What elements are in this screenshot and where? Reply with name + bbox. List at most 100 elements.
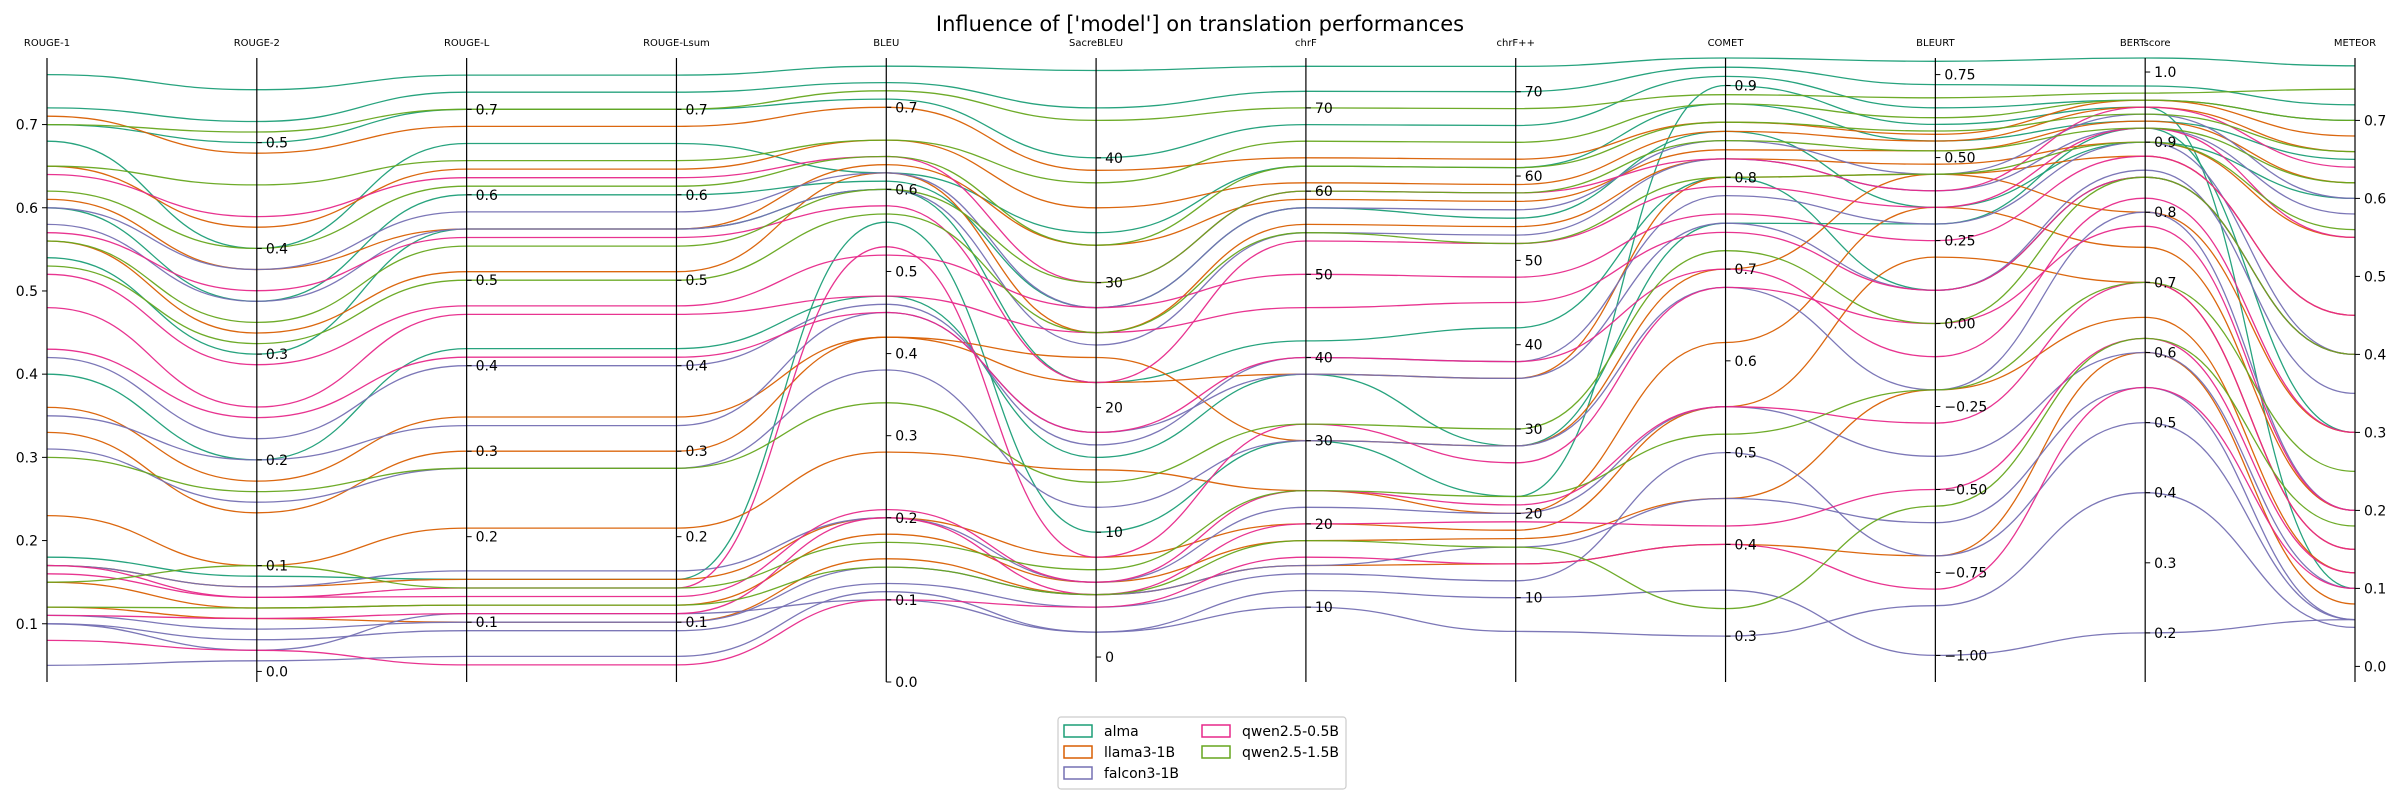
tick-label: 0.3 — [16, 450, 38, 466]
series-line-llama3-1b-4 — [46, 141, 2356, 334]
legend-swatch-falcon3-1b — [1063, 766, 1093, 780]
series-line-qwen2-5-1-5b-2 — [46, 99, 2356, 186]
series-line-llama3-1b-6 — [46, 173, 2356, 514]
tick-label: 0.3 — [1735, 629, 1757, 645]
tick-label: 0.0 — [895, 675, 917, 691]
tick-label: 0.3 — [476, 444, 498, 460]
legend-label-alma: alma — [1104, 724, 1139, 740]
tick-label: 10 — [1105, 525, 1123, 541]
tick-label: 0.5 — [685, 273, 707, 289]
tick-label: 0.6 — [2364, 191, 2386, 207]
tick-label: 0.0 — [2364, 659, 2386, 675]
chart-title: Influence of ['model'] on translation pe… — [936, 12, 1464, 36]
axis-label-bertscore: BERTscore — [2120, 38, 2171, 49]
tick-label: 0.3 — [895, 429, 917, 445]
tick-label: 0.7 — [1735, 262, 1757, 278]
tick-label: 0.4 — [476, 359, 498, 375]
series-line-qwen2-5-0-5b-2 — [46, 127, 2356, 384]
series-line-qwen2-5-1-5b-6 — [46, 176, 2356, 493]
tick-label: 0.1 — [16, 617, 38, 633]
axis-chrf: chrF 10 20 30 40 50 60 70 — [1295, 38, 1333, 682]
series-line-qwen2-5-0-5b-8 — [46, 337, 2356, 620]
tick-label: −0.25 — [1944, 400, 1987, 416]
series-line-llama3-1b-7 — [46, 206, 2356, 567]
tick-label: 0.7 — [476, 102, 498, 118]
series-line-qwen2-5-1-5b-5 — [46, 141, 2356, 345]
axis-label-comet: COMET — [1708, 38, 1745, 49]
legend: alma llama3-1B falcon3-1B qwen2.5-0.5B qwen2… — [1057, 716, 1347, 790]
series-line-llama3-1b-1 — [46, 99, 2356, 171]
legend-label-falcon3-1b: falcon3-1B — [1104, 766, 1179, 782]
tick-label: 50 — [1525, 253, 1543, 269]
tick-label: 40 — [1105, 151, 1123, 167]
tick-label: 0.3 — [2364, 425, 2386, 441]
tick-label: 0.4 — [266, 241, 288, 257]
axis-label-meteor: METEOR — [2334, 38, 2376, 49]
series-line-qwen2-5-0-5b-4 — [46, 176, 2356, 408]
tick-label: 0.1 — [266, 559, 288, 575]
axis-label-rouge-2: ROUGE-2 — [234, 38, 280, 49]
axis-rouge-1: ROUGE-1 0.1 0.2 0.3 0.4 0.5 0.6 0.7 — [16, 38, 70, 682]
tick-label: −0.50 — [1944, 482, 1987, 498]
series-lines — [46, 57, 2356, 667]
tick-label: 70 — [1525, 85, 1543, 101]
series-line-falcon3-1b-1 — [46, 113, 2356, 309]
tick-label: 0.3 — [2154, 556, 2176, 572]
series-line-qwen2-5-1-5b-1 — [46, 88, 2356, 133]
tick-label: 0.5 — [2364, 269, 2386, 285]
series-line-falcon3-1b-3 — [46, 141, 2356, 446]
axis-label-rouge-lsum: ROUGE-Lsum — [643, 38, 710, 49]
tick-label: 0.7 — [16, 118, 38, 134]
tick-label: 0.5 — [476, 273, 498, 289]
series-line-alma-5 — [46, 130, 2356, 309]
tick-label: 1.0 — [2154, 65, 2176, 81]
axis-rouge-lsum: ROUGE-Lsum 0.1 0.2 0.3 0.4 0.5 0.6 0.7 — [643, 38, 710, 682]
tick-label: 0.7 — [895, 100, 917, 116]
tick-label: 20 — [1105, 400, 1123, 416]
series-line-alma-6 — [46, 176, 2356, 384]
series-line-alma-3 — [46, 75, 2356, 159]
tick-label: 0.75 — [1944, 68, 1975, 84]
series-line-qwen2-5-1-5b-3 — [46, 113, 2356, 250]
tick-label: −0.75 — [1944, 565, 1987, 581]
tick-label: 10 — [1315, 600, 1333, 616]
legend-item-qwen2-5-1-5b: qwen2.5-1.5B — [1201, 745, 1339, 761]
tick-label: 0.2 — [16, 534, 38, 550]
tick-label: 0.9 — [2154, 135, 2176, 151]
tick-label: 0.4 — [2364, 347, 2386, 363]
tick-label: 0.8 — [2154, 205, 2176, 221]
axes: ROUGE-1 0.1 0.2 0.3 0.4 0.5 0.6 0.7 ROUGE-2 0.0 0.… — [16, 38, 2387, 691]
series-line-falcon3-1b-6 — [46, 351, 2356, 590]
tick-label: 0.2 — [895, 511, 917, 527]
series-line-llama3-1b-9 — [46, 316, 2356, 609]
tick-label: 0.7 — [2364, 113, 2386, 129]
series-line-llama3-1b-5 — [46, 155, 2356, 482]
series-line-qwen2-5-1-5b-7 — [46, 281, 2356, 589]
series-line-alma-2 — [46, 66, 2356, 123]
axis-comet: COMET 0.3 0.4 0.5 0.6 0.7 0.8 0.9 — [1708, 38, 1757, 682]
tick-label: 0.1 — [2364, 581, 2386, 597]
series-line-qwen2-5-0-5b-7 — [46, 281, 2356, 599]
tick-label: 0.8 — [1735, 170, 1757, 186]
tick-label: 30 — [1315, 434, 1333, 450]
axis-sacrebleu: SacreBLEU 0 10 20 30 40 — [1069, 38, 1123, 682]
series-line-falcon3-1b-2 — [46, 127, 2356, 346]
tick-label: 0.2 — [476, 530, 498, 546]
axis-rouge-2: ROUGE-2 0.0 0.1 0.2 0.3 0.4 0.5 — [234, 38, 288, 682]
tick-label: 10 — [1525, 591, 1543, 607]
tick-label: 30 — [1105, 276, 1123, 292]
tick-label: 0.9 — [1735, 79, 1757, 95]
tick-label: 0.6 — [895, 182, 917, 198]
tick-label: 30 — [1525, 422, 1543, 438]
legend-swatch-llama3-1b — [1063, 745, 1093, 759]
tick-label: 0.5 — [266, 136, 288, 152]
axis-label-chrf: chrF++ — [1496, 38, 1534, 49]
axis-chrf: chrF++ 10 20 30 40 50 60 70 — [1496, 38, 1543, 682]
axis-bertscore: BERTscore 0.2 0.3 0.4 0.5 0.6 0.7 0.8 0.9 1.0 — [2120, 38, 2177, 682]
tick-label: 20 — [1315, 517, 1333, 533]
tick-label: 50 — [1315, 267, 1333, 283]
tick-label: 0.5 — [16, 284, 38, 300]
tick-label: 0.1 — [476, 615, 498, 631]
axis-bleu: BLEU 0.0 0.1 0.2 0.3 0.4 0.5 0.6 0.7 — [873, 38, 917, 691]
